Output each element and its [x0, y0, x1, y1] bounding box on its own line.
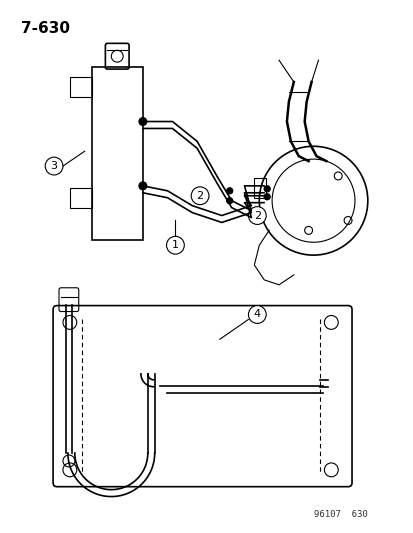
Bar — [70, 188, 91, 208]
Bar — [70, 77, 91, 97]
Circle shape — [191, 187, 209, 205]
Circle shape — [166, 236, 184, 254]
Text: 1: 1 — [171, 240, 178, 250]
Circle shape — [263, 194, 270, 200]
Circle shape — [263, 186, 270, 192]
Text: 2: 2 — [253, 211, 260, 221]
Circle shape — [139, 182, 147, 190]
Text: 4: 4 — [253, 310, 260, 319]
Bar — [91, 67, 142, 240]
Text: 2: 2 — [196, 191, 203, 201]
Circle shape — [139, 118, 147, 125]
Circle shape — [226, 198, 232, 204]
Bar — [254, 178, 266, 198]
Circle shape — [226, 188, 232, 194]
Text: 3: 3 — [50, 161, 57, 171]
Circle shape — [248, 305, 266, 324]
Circle shape — [45, 157, 63, 175]
Text: 7-630: 7-630 — [21, 21, 69, 36]
Circle shape — [248, 207, 266, 224]
Text: 96107  630: 96107 630 — [313, 510, 367, 519]
